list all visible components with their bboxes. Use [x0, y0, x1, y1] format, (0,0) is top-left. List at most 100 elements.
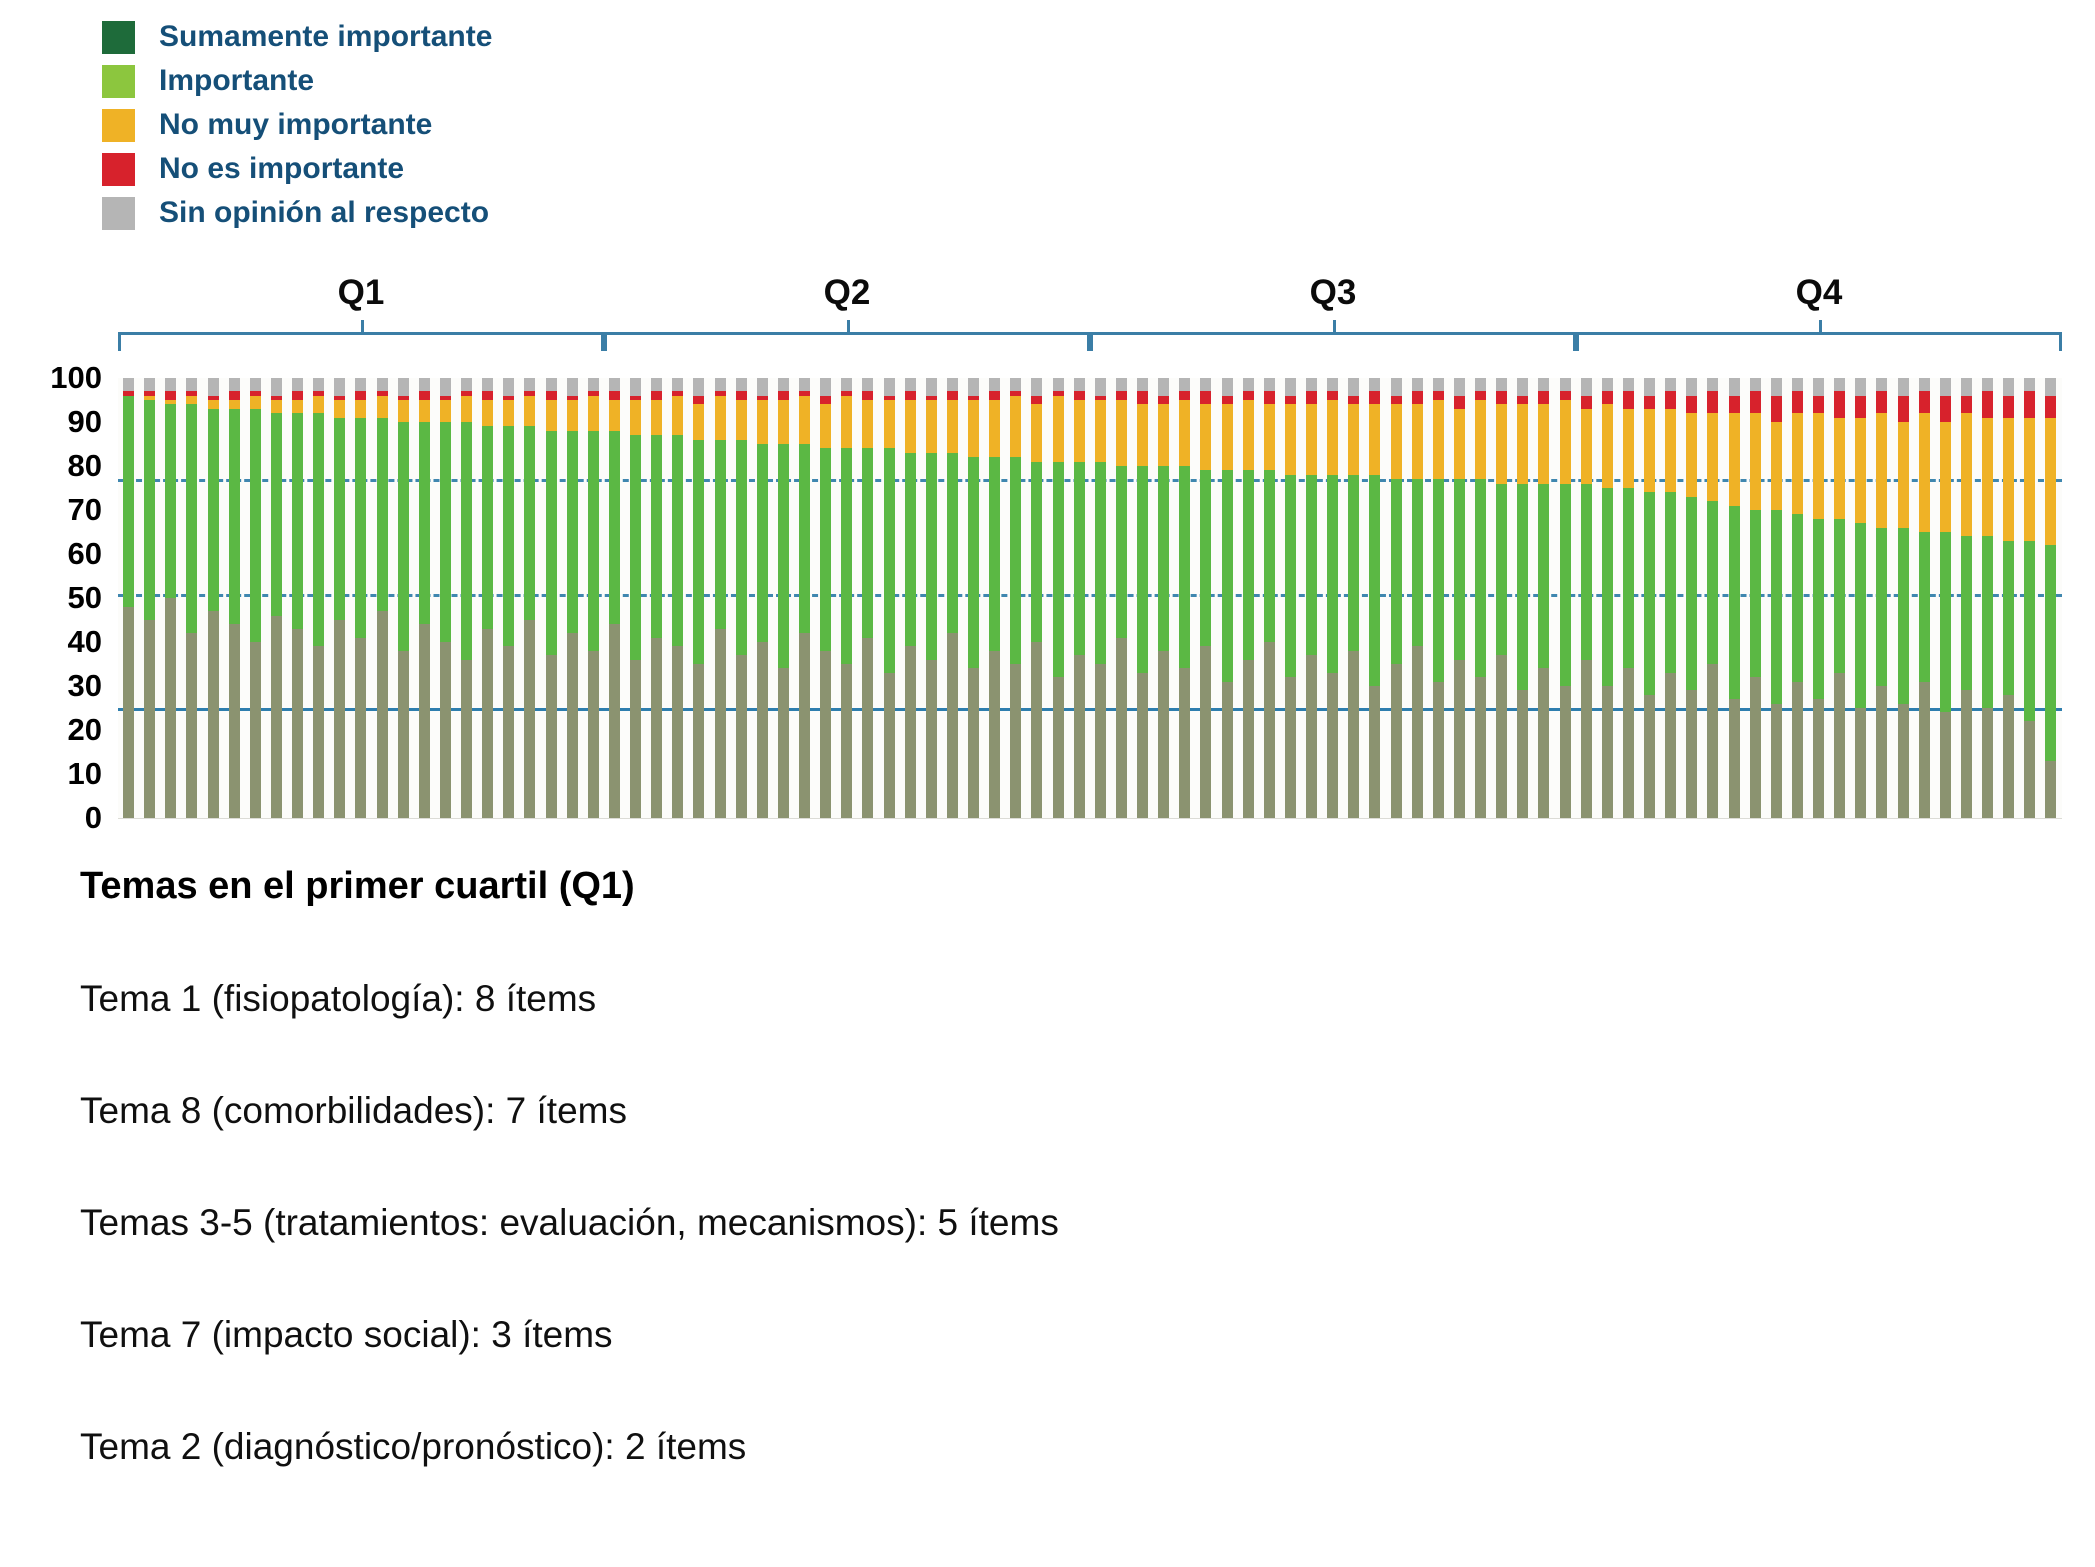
y-tick-label: 10	[67, 756, 102, 791]
bar-segment	[1791, 514, 1803, 682]
bar-segment	[1200, 378, 1212, 392]
bar-segment	[1770, 422, 1782, 511]
bar-segment	[2024, 417, 2036, 541]
bar-segment	[249, 378, 261, 392]
bar-segment	[1791, 681, 1803, 818]
bar-segment	[524, 620, 536, 818]
bar-segment	[2045, 378, 2057, 396]
bar-segment	[1306, 378, 1317, 392]
bar-segment	[566, 633, 578, 818]
bar-segment	[566, 378, 578, 396]
stacked-bar	[313, 378, 325, 818]
bar-segment	[1939, 422, 1951, 533]
bar-segment	[587, 650, 599, 818]
stacked-bar	[1432, 378, 1444, 818]
bar-segment	[1728, 699, 1740, 818]
bar-segment	[144, 400, 156, 620]
bar-segment	[1179, 466, 1191, 669]
bar-segment	[989, 457, 1001, 651]
stacked-bar	[1010, 378, 1022, 818]
bar-segment	[1813, 413, 1824, 519]
bar-segment	[1094, 395, 1106, 401]
bar-segment	[1327, 378, 1339, 392]
stacked-bar	[566, 378, 578, 818]
stacked-bar	[1855, 378, 1867, 818]
stacked-bars	[118, 378, 2062, 818]
bracket-segment: Q2	[604, 273, 1090, 351]
bar-segment	[693, 664, 705, 818]
bar-segment	[1707, 664, 1719, 818]
stacked-bar	[1031, 378, 1043, 818]
bar-segment	[799, 378, 810, 392]
bar-segment	[1749, 378, 1761, 392]
bar-segment	[1010, 391, 1022, 396]
bar-segment	[1749, 510, 1761, 678]
bar-segment	[1580, 483, 1592, 660]
bracket-tick	[847, 320, 850, 333]
bar-segment	[1348, 378, 1360, 396]
bar-segment	[1665, 391, 1677, 409]
bar-segment	[270, 400, 282, 414]
bar-segment	[249, 395, 261, 409]
bar-segment	[2045, 760, 2057, 818]
footer-line: Tema 1 (fisiopatología): 8 ítems	[80, 978, 597, 1019]
bar-segment	[608, 430, 620, 625]
bar-segment	[439, 378, 451, 396]
bar-segment	[1622, 668, 1634, 818]
bar-segment	[165, 391, 177, 401]
stacked-bar	[1580, 378, 1592, 818]
stacked-bar	[439, 378, 451, 818]
bar-segment	[799, 444, 810, 634]
bar-segment	[693, 439, 705, 664]
bar-segment	[165, 400, 177, 405]
bar-segment	[1939, 532, 1951, 713]
bar-segment	[1982, 378, 1993, 392]
bar-segment	[1306, 655, 1317, 818]
bar-segment	[1073, 461, 1085, 656]
legend-swatch-icon	[102, 64, 135, 98]
bracket-tick	[361, 320, 364, 333]
bar-segment	[1390, 479, 1402, 664]
bar-segment	[587, 378, 599, 392]
bar-segment	[186, 391, 198, 396]
bar-segment	[968, 395, 979, 401]
y-tick-label: 90	[67, 404, 102, 439]
bar-segment	[1601, 686, 1613, 818]
bar-segment	[123, 395, 134, 607]
bar-segment	[1284, 395, 1296, 405]
bar-segment	[1897, 395, 1909, 423]
stacked-bar	[1707, 378, 1719, 818]
bar-segment	[1052, 461, 1064, 678]
bar-segment	[1939, 395, 1951, 423]
bar-segment	[376, 611, 388, 818]
bar-segment	[1115, 637, 1127, 818]
bar-segment	[1982, 536, 1993, 708]
bar-segment	[1876, 378, 1888, 392]
bar-segment	[1770, 703, 1782, 818]
bar-segment	[503, 646, 515, 818]
stacked-bar	[123, 378, 134, 818]
stacked-bar	[1221, 378, 1233, 818]
stacked-bar	[1538, 378, 1550, 818]
y-tick-label: 30	[67, 668, 102, 703]
y-tick-label: 70	[67, 492, 102, 527]
bar-segment	[1728, 395, 1740, 414]
bar-segment	[1644, 378, 1655, 396]
bar-segment	[1052, 378, 1064, 392]
stacked-bar	[1939, 378, 1951, 818]
bar-segment	[672, 391, 684, 396]
stacked-bar	[397, 378, 409, 818]
stacked-bar	[799, 378, 810, 818]
bar-segment	[1137, 672, 1148, 818]
bar-segment	[1221, 395, 1233, 405]
bar-segment	[1031, 461, 1043, 642]
stacked-bar	[249, 378, 261, 818]
stacked-bar	[228, 378, 240, 818]
bar-segment	[1982, 708, 1993, 818]
bar-segment	[1432, 391, 1444, 401]
bar-segment	[1939, 712, 1951, 818]
bar-segment	[1538, 668, 1550, 818]
bar-segment	[1137, 466, 1148, 673]
bar-segment	[334, 400, 346, 418]
bar-segment	[1306, 474, 1317, 656]
